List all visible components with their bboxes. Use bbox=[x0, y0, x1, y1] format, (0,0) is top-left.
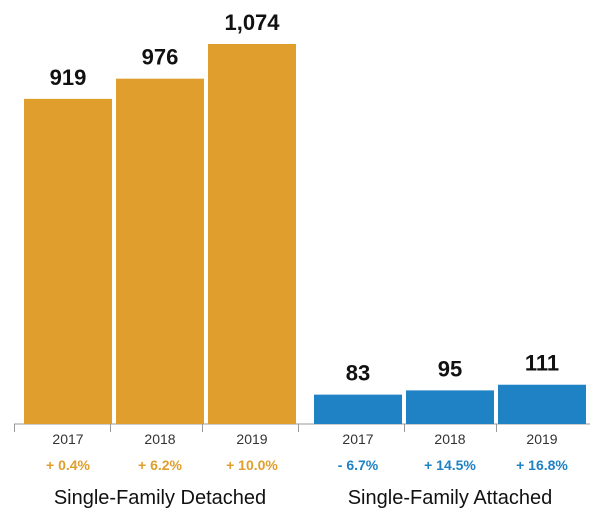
change-label: + 16.8% bbox=[516, 457, 568, 473]
bar-detached-2019 bbox=[208, 44, 296, 424]
value-label: 919 bbox=[50, 65, 87, 90]
year-tick-label: 2017 bbox=[52, 431, 83, 447]
change-label: - 6.7% bbox=[338, 457, 379, 473]
bar-detached-2018 bbox=[116, 78, 204, 424]
labels-layer: 919 2017 + 0.4% 976 2018 + 6.2% 1,074 2019 + 10.… bbox=[46, 10, 568, 509]
bar-attached-2017 bbox=[314, 394, 402, 424]
value-label: 111 bbox=[525, 351, 559, 376]
change-label: + 10.0% bbox=[226, 457, 278, 473]
bar-attached-2018 bbox=[406, 390, 494, 424]
year-tick-label: 2018 bbox=[144, 431, 175, 447]
bar-detached-2017 bbox=[24, 98, 112, 425]
year-tick-label: 2019 bbox=[236, 431, 267, 447]
value-label: 976 bbox=[142, 45, 179, 70]
year-tick-label: 2017 bbox=[342, 431, 373, 447]
group-label: Single-Family Attached bbox=[348, 487, 553, 509]
year-tick-label: 2019 bbox=[526, 431, 557, 447]
bars-layer bbox=[14, 44, 590, 432]
value-label: 95 bbox=[438, 356, 462, 381]
change-label: + 0.4% bbox=[46, 457, 91, 473]
change-label: + 6.2% bbox=[138, 457, 183, 473]
group-label: Single-Family Detached bbox=[54, 487, 266, 509]
value-label: 83 bbox=[346, 361, 370, 386]
change-label: + 14.5% bbox=[424, 457, 476, 473]
value-label: 1,074 bbox=[224, 10, 280, 35]
year-tick-label: 2018 bbox=[434, 431, 465, 447]
bar-attached-2019 bbox=[498, 384, 586, 424]
